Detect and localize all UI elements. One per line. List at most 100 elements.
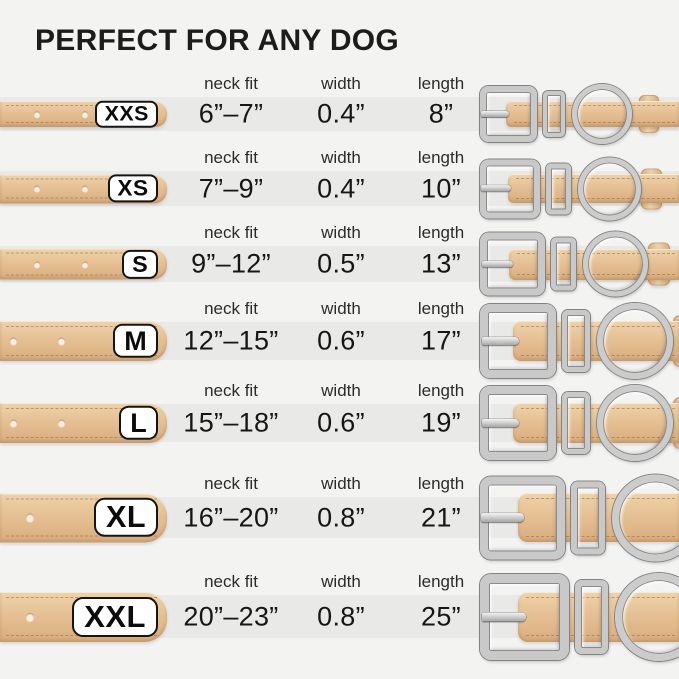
stitching: [6, 325, 157, 327]
collar-hole: [58, 337, 65, 345]
buckle-icon: [480, 573, 569, 660]
collar-buckle-end: [477, 84, 679, 144]
buckle-prong-icon: [481, 419, 519, 427]
size-row-xs: neck fit width length XS 7”–9” 0.4” 10”: [0, 148, 679, 220]
metal-keeper-icon: [550, 237, 576, 291]
collar-strap-left: XXL: [0, 591, 167, 642]
column-header-length: length: [417, 381, 465, 400]
collar-buckle-end: [477, 572, 679, 661]
stitching: [521, 437, 675, 439]
collar-hole: [34, 185, 40, 192]
column-header-width: width: [321, 74, 361, 93]
d-ring-icon: [571, 84, 632, 144]
collar-strap-left: XS: [0, 174, 167, 203]
collar-buckle-end: [477, 474, 679, 561]
d-ring-icon: [578, 157, 641, 220]
column-header-neck-fit: neck fit: [204, 381, 258, 400]
metal-keeper-icon: [546, 163, 571, 214]
stitching: [521, 325, 675, 327]
width-value: 0.5”: [317, 248, 365, 279]
stitching: [6, 104, 157, 106]
column-header-width: width: [321, 474, 361, 493]
collar-strap-left: L: [0, 403, 167, 443]
d-ring-icon: [582, 231, 648, 297]
collar-buckle-end: [477, 157, 679, 220]
buckle-icon: [480, 232, 545, 296]
stitching: [6, 274, 157, 276]
column-header-length: length: [417, 299, 465, 318]
stitching: [6, 407, 157, 409]
column-header-width: width: [321, 572, 361, 591]
size-row-m: neck fit width length M 12”–15” 0.6” 17”: [0, 299, 679, 379]
size-row-xl: neck fit width length XL 16”–20” 0.8” 21…: [0, 474, 679, 561]
buckle-icon: [480, 304, 556, 378]
length-value: 25”: [421, 601, 461, 631]
buckle-prong-icon: [482, 612, 526, 621]
neck-fit-value: 12”–15”: [183, 325, 279, 356]
stitching: [521, 407, 675, 409]
stitching: [6, 178, 157, 180]
size-badge: XS: [107, 174, 158, 203]
column-header-length: length: [417, 148, 465, 167]
width-value: 0.8”: [317, 502, 365, 532]
width-value: 0.8”: [317, 601, 365, 631]
page-title: PERFECT FOR ANY DOG: [35, 24, 400, 57]
buckle-icon: [480, 386, 556, 460]
size-badge: S: [122, 249, 158, 279]
length-value: 21”: [421, 502, 461, 532]
collar-hole: [26, 513, 34, 522]
size-row-l: neck fit width length L 15”–18” 0.6” 19”: [0, 381, 679, 461]
collar-hole: [34, 260, 41, 268]
size-badge: XXL: [72, 596, 158, 637]
buckle-icon: [480, 476, 566, 559]
collar-strap-left: S: [0, 248, 167, 280]
length-value: 19”: [421, 407, 461, 438]
metal-keeper-icon: [562, 392, 591, 454]
collar-hole: [26, 612, 34, 621]
collar-strap-left: XL: [0, 493, 167, 542]
column-header-width: width: [321, 381, 361, 400]
collar-hole: [82, 111, 88, 117]
size-badge: L: [119, 405, 158, 441]
size-badge: XXS: [95, 100, 158, 128]
buckle-prong-icon: [480, 185, 511, 192]
stitching: [6, 197, 157, 199]
collar-hole: [82, 260, 89, 268]
stitching: [526, 635, 675, 636]
stitching: [6, 122, 157, 124]
d-ring-icon: [597, 385, 674, 461]
column-header-length: length: [417, 572, 465, 591]
column-header-length: length: [417, 474, 465, 493]
neck-fit-value: 16”–20”: [183, 502, 279, 532]
size-badge: M: [113, 323, 158, 359]
buckle-prong-icon: [481, 337, 519, 345]
neck-fit-value: 6”–7”: [198, 98, 264, 129]
column-header-neck-fit: neck fit: [204, 74, 258, 93]
d-ring-icon: [597, 303, 674, 379]
neck-fit-value: 7”–9”: [198, 173, 264, 203]
stitching: [6, 355, 157, 357]
d-ring-icon: [611, 474, 679, 561]
size-row-s: neck fit width length S 9”–12” 0.5” 13”: [0, 223, 679, 297]
buckle-prong-icon: [481, 513, 525, 522]
collar-hole: [34, 111, 40, 117]
column-header-neck-fit: neck fit: [204, 299, 258, 318]
column-header-neck-fit: neck fit: [204, 474, 258, 493]
collar-strap-left: XXS: [0, 100, 167, 128]
collar-hole: [10, 419, 17, 427]
buckle-icon: [480, 86, 538, 142]
column-header-neck-fit: neck fit: [204, 572, 258, 591]
neck-fit-value: 15”–18”: [183, 407, 279, 438]
stitching: [6, 437, 157, 439]
d-ring-icon: [615, 572, 679, 661]
stitching: [6, 535, 157, 537]
column-header-width: width: [321, 223, 361, 242]
width-value: 0.6”: [317, 407, 365, 438]
width-value: 0.6”: [317, 325, 365, 356]
size-row-xxl: neck fit width length XXL 20”–23” 0.8” 2…: [0, 572, 679, 661]
metal-keeper-icon: [571, 481, 605, 554]
stitching: [526, 597, 675, 598]
column-header-neck-fit: neck fit: [204, 223, 258, 242]
metal-keeper-icon: [574, 579, 608, 654]
